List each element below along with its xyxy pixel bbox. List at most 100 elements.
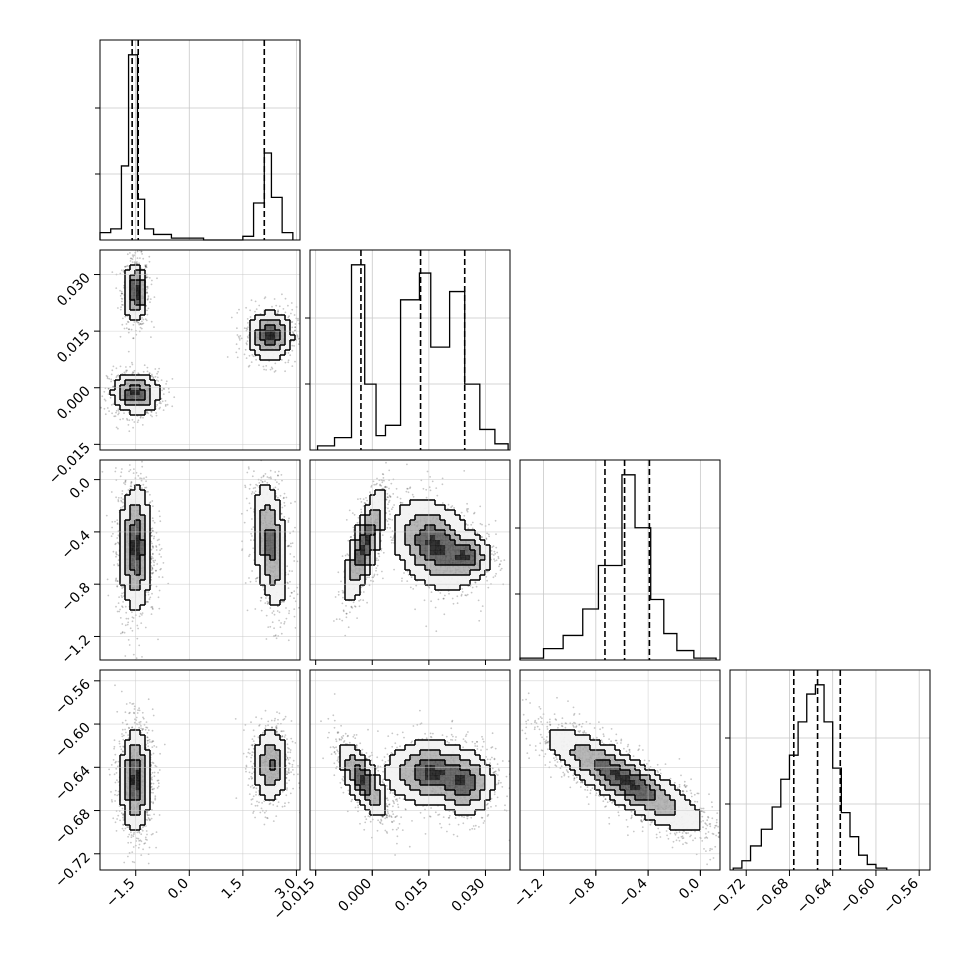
density-cell	[125, 515, 131, 521]
density-cell	[255, 330, 261, 336]
density-cell	[125, 280, 131, 286]
density-cell	[280, 340, 286, 346]
density-cell	[130, 390, 136, 396]
sample-point	[130, 328, 133, 331]
sample-point	[129, 365, 132, 368]
sample-point	[297, 343, 300, 345]
density-cell	[135, 600, 141, 606]
sample-point	[475, 585, 478, 588]
sample-point	[283, 622, 286, 625]
panel-content	[101, 457, 300, 660]
sample-point	[141, 487, 143, 490]
sample-point	[158, 553, 161, 556]
sample-point	[254, 310, 256, 313]
sample-point	[287, 582, 289, 585]
sample-point	[121, 292, 123, 295]
sample-point	[167, 387, 170, 390]
sample-point	[148, 255, 151, 258]
sample-point	[236, 356, 239, 359]
sample-point	[286, 545, 289, 548]
sample-point	[281, 293, 283, 296]
sample-point	[139, 415, 142, 418]
density-cell	[140, 550, 146, 556]
sample-point	[128, 430, 131, 433]
sample-point	[236, 334, 239, 336]
sample-point	[372, 480, 375, 483]
sample-point	[128, 328, 131, 331]
sample-point	[149, 501, 152, 504]
sample-point	[263, 368, 265, 371]
sample-point	[264, 473, 267, 475]
sample-point	[254, 577, 257, 580]
density-cell	[265, 540, 271, 546]
density-cell	[140, 490, 146, 496]
sample-point	[280, 474, 283, 476]
density-cell	[145, 520, 151, 526]
sample-point	[254, 300, 257, 303]
density-cell	[265, 575, 271, 581]
density-cell	[270, 560, 276, 566]
sample-point	[267, 601, 270, 604]
sample-point	[246, 318, 249, 320]
sample-point	[294, 627, 297, 629]
sample-point	[246, 457, 248, 459]
sample-point	[95, 414, 97, 416]
sample-point	[129, 260, 132, 262]
sample-point	[115, 551, 118, 554]
sample-point	[115, 496, 117, 499]
density-cell	[140, 535, 146, 541]
sample-point	[117, 500, 120, 503]
density-cell	[270, 580, 276, 586]
density-cell	[125, 495, 131, 501]
sample-point	[128, 464, 131, 466]
sample-point	[149, 301, 151, 304]
density-cell	[135, 280, 141, 286]
density-cell	[145, 530, 151, 536]
sample-point	[131, 629, 134, 632]
density-cell	[135, 555, 141, 561]
density-cell	[255, 350, 261, 356]
sample-point	[116, 375, 118, 377]
density-cell	[255, 560, 261, 566]
sample-point	[148, 277, 151, 279]
sample-point	[151, 567, 154, 570]
sample-point	[116, 553, 118, 556]
density-cell	[280, 350, 286, 356]
density-cell	[270, 570, 276, 576]
density-cell	[260, 505, 266, 511]
sample-point	[150, 584, 153, 587]
density-cell	[125, 560, 131, 566]
density-cell	[265, 340, 271, 346]
sample-point	[158, 607, 161, 610]
sample-point	[252, 355, 255, 358]
sample-point	[126, 369, 129, 372]
sample-point	[285, 496, 288, 499]
density-cell	[150, 390, 156, 396]
sample-point	[360, 511, 363, 514]
density-panel-p0-p1	[95, 249, 301, 451]
sample-point	[133, 421, 136, 423]
density-cell	[140, 505, 146, 511]
sample-point	[269, 476, 272, 479]
sample-point	[348, 509, 351, 512]
sample-point	[146, 285, 148, 288]
sample-point	[137, 372, 140, 375]
sample-point	[394, 455, 396, 457]
sample-point	[272, 487, 275, 490]
density-cell	[270, 355, 276, 361]
sample-point	[428, 486, 431, 489]
sample-point	[114, 415, 117, 418]
sample-point	[387, 523, 390, 526]
sample-point	[160, 397, 163, 400]
sample-point	[121, 623, 124, 625]
sample-point	[150, 558, 153, 560]
histogram-panel-p2	[515, 459, 721, 661]
sample-point	[344, 634, 347, 637]
sample-point	[140, 250, 143, 253]
sample-point	[140, 327, 143, 330]
sample-point	[290, 302, 293, 304]
sample-point	[112, 385, 115, 388]
sample-point	[111, 271, 114, 273]
sample-point	[131, 372, 134, 375]
density-cell	[270, 550, 276, 556]
